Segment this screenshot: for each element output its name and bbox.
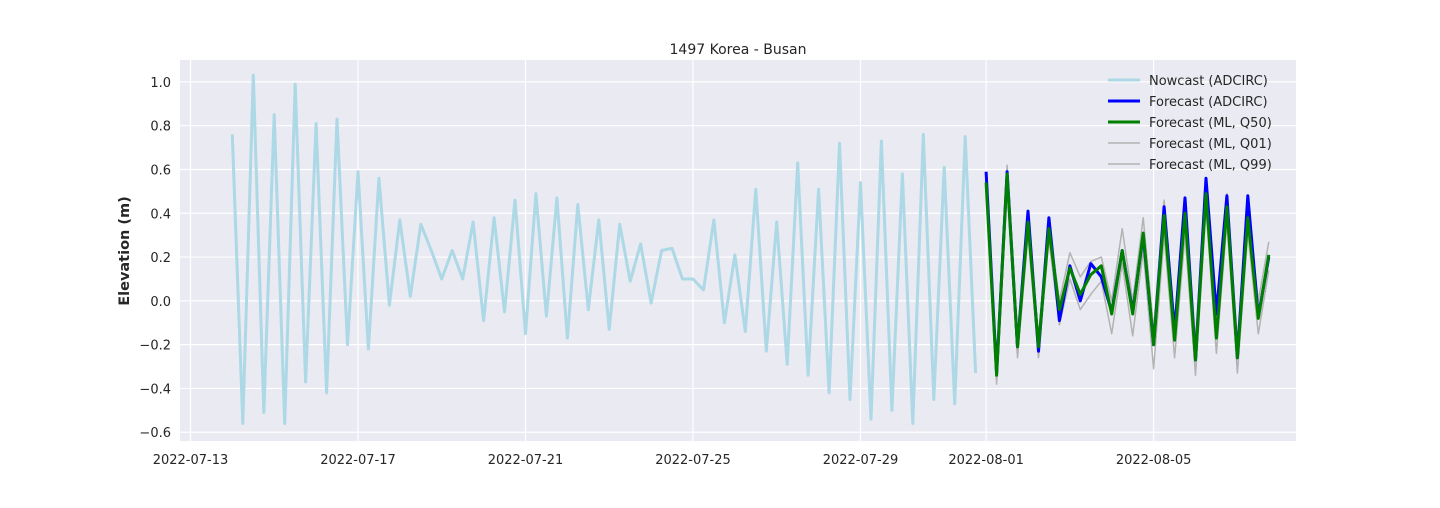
x-tick-label: 2022-08-01 xyxy=(948,453,1024,468)
legend-label: Forecast (ML, Q50) xyxy=(1149,116,1272,131)
series-layer xyxy=(230,73,1271,425)
legend-label: Nowcast (ADCIRC) xyxy=(1149,74,1268,89)
y-tick-label: 0.4 xyxy=(150,207,171,222)
x-tick-label: 2022-07-17 xyxy=(320,453,396,468)
y-tick-label: 0.2 xyxy=(150,251,171,266)
y-tick-label: −0.4 xyxy=(139,382,171,397)
y-tick-label: 0.6 xyxy=(150,163,171,178)
x-tick-label: 2022-07-29 xyxy=(823,453,899,468)
chart-title: 1497 Korea - Busan xyxy=(670,42,807,58)
series-line xyxy=(984,172,1271,377)
x-tick-label: 2022-07-13 xyxy=(153,453,229,468)
plot-area xyxy=(180,60,1296,441)
x-tick-label: 2022-08-05 xyxy=(1116,453,1192,468)
series-line xyxy=(230,73,978,425)
legend-label: Forecast (ML, Q01) xyxy=(1149,137,1272,152)
legend: Nowcast (ADCIRC) Forecast (ADCIRC) Forecas… xyxy=(1108,74,1272,173)
y-tick-label: 0.8 xyxy=(150,120,171,135)
grid xyxy=(180,60,1296,441)
y-tick-label: −0.2 xyxy=(139,339,171,354)
x-axis: 2022-07-13 2022-07-17 2022-07-21 2022-07-25… xyxy=(153,453,1192,468)
y-axis: −0.6 −0.4 −0.2 0.0 0.2 0.4 0.6 0.8 1.0 xyxy=(139,76,171,441)
x-tick-label: 2022-07-21 xyxy=(488,453,564,468)
y-axis-label: Elevation (m) xyxy=(117,196,133,306)
y-tick-label: 1.0 xyxy=(150,76,171,91)
y-tick-label: −0.6 xyxy=(139,426,171,441)
legend-label: Forecast (ML, Q99) xyxy=(1149,158,1272,173)
x-tick-label: 2022-07-25 xyxy=(655,453,731,468)
legend-label: Forecast (ADCIRC) xyxy=(1149,95,1268,110)
y-tick-label: 0.0 xyxy=(150,295,171,310)
